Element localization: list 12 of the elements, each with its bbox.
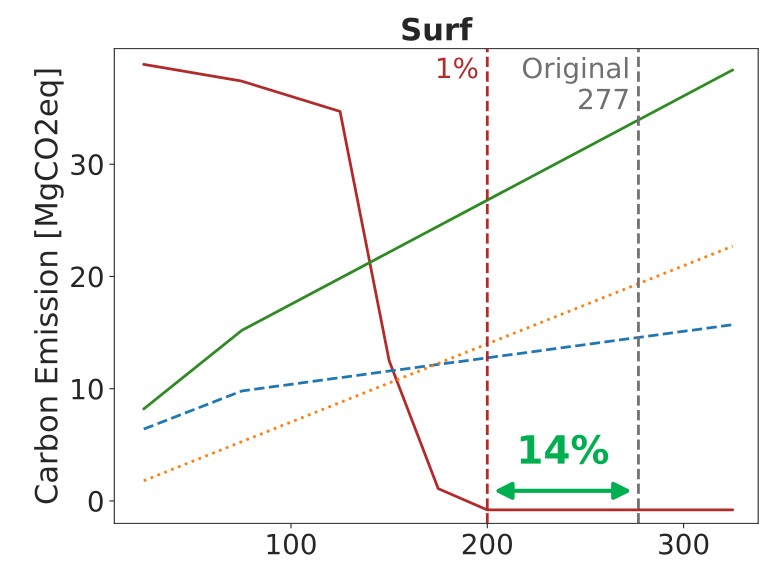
chart-title: Surf [402,17,473,41]
annotation: 14% [520,434,608,464]
x-tick-label: 200 [462,534,512,555]
y-tick-label: 30 [71,154,103,176]
x-tick-label: 300 [659,534,708,555]
y-tick-label: 0 [88,490,103,512]
y-tick-label: 10 [72,378,103,400]
ref-line-label: Original 277 [522,56,628,110]
y-tick-label: 20 [71,266,103,288]
x-tick-label: 100 [268,534,316,555]
annotation: 1% [438,57,478,78]
y-axis-title: Carbon Emission [MgCO2eq] [34,70,64,504]
